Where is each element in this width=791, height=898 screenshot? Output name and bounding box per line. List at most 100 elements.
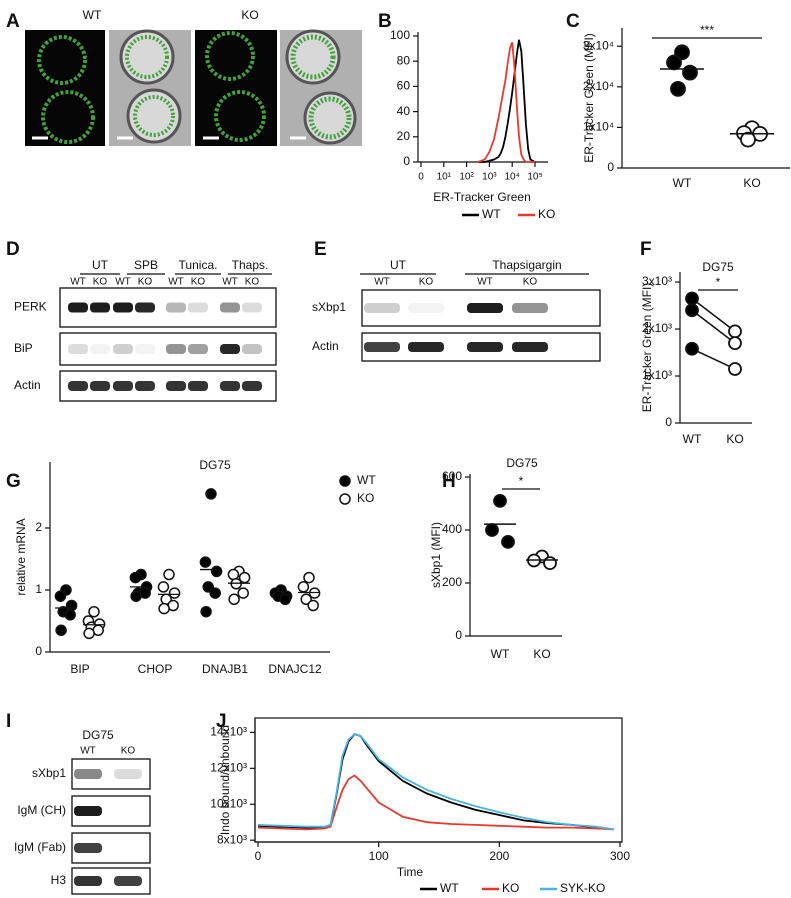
y-tick-label: 0 <box>455 628 462 642</box>
condition-label: UT <box>390 258 407 272</box>
lane-label: KO <box>121 746 136 757</box>
condition-label: Tunica. <box>179 258 218 272</box>
blot-title: DG75 <box>82 728 114 742</box>
y-tick-label: 1x10³ <box>642 368 672 382</box>
data-point <box>740 131 756 148</box>
x-tick-label: 10⁵ <box>527 172 542 183</box>
condition-label: SPB <box>134 258 158 272</box>
y-axis-label: ER-Tracker Green (MFI) <box>640 283 654 413</box>
lane-label: KO <box>245 277 260 288</box>
x-tick-label: 10³ <box>482 172 497 183</box>
x-tick-label: 10² <box>459 172 474 183</box>
y-tick-label: 0 <box>403 154 410 168</box>
chart-title: DG75 <box>506 456 538 470</box>
data-point <box>728 324 742 339</box>
x-tick-label: KO <box>533 647 550 661</box>
y-tick-label: 1 <box>35 582 42 596</box>
x-tick-label: 100 <box>369 849 389 863</box>
cell <box>308 96 352 140</box>
panel-letter: F <box>640 239 652 260</box>
x-axis-label: ER-Tracker Green <box>433 190 531 204</box>
data-point <box>685 303 699 318</box>
lane-label: KO <box>138 277 153 288</box>
data-point <box>485 523 499 537</box>
data-point <box>685 291 699 306</box>
data-point <box>307 599 319 612</box>
band <box>512 303 548 313</box>
cell <box>205 31 255 81</box>
band <box>467 342 503 352</box>
data-point <box>237 587 249 599</box>
panel-letter: G <box>6 471 21 492</box>
row-label: Actin <box>312 339 339 353</box>
data-point <box>501 535 515 549</box>
x-tick-label: WT <box>491 647 510 661</box>
cell <box>37 35 87 85</box>
band <box>467 303 503 313</box>
band <box>242 302 262 313</box>
row-label: sXbp1 <box>312 300 346 314</box>
band <box>188 344 208 354</box>
band <box>74 843 102 853</box>
x-tick-label: KO <box>743 176 760 190</box>
cell <box>290 34 336 80</box>
data-point <box>209 587 221 599</box>
lane-label: WT <box>374 277 390 288</box>
pair-connector <box>691 348 736 370</box>
lane-label: KO <box>93 277 108 288</box>
y-tick-label: 2x10⁴ <box>583 79 614 93</box>
cell <box>214 90 266 142</box>
lane-label: WT <box>477 277 493 288</box>
panel-letter: J <box>216 711 227 732</box>
cell <box>133 95 175 137</box>
y-tick-label: 8x10³ <box>217 832 247 846</box>
band <box>242 381 262 391</box>
data-point <box>300 593 312 606</box>
y-tick-label: 0 <box>35 644 42 658</box>
y-axis-label: relative mRNA <box>14 518 28 595</box>
data-point <box>55 624 67 637</box>
panel-letter: C <box>566 11 580 32</box>
series-line <box>478 39 536 163</box>
data-point <box>682 64 698 81</box>
y-tick-label: 200 <box>442 575 462 589</box>
x-tick-label: CHOP <box>138 662 173 676</box>
band <box>364 303 400 313</box>
data-point <box>666 54 682 71</box>
y-tick-label: 0 <box>665 415 672 429</box>
data-point <box>200 605 212 618</box>
row-label: PERK <box>14 300 47 314</box>
data-point <box>227 568 240 581</box>
legend-label: WT <box>482 207 501 221</box>
band <box>166 302 186 313</box>
row-label: IgM (Fab) <box>14 840 66 854</box>
data-point <box>674 44 690 61</box>
significance-label: *** <box>700 23 714 37</box>
y-tick-label: 2 <box>35 520 42 534</box>
panel-letter: H <box>442 471 456 492</box>
band <box>188 381 208 391</box>
band <box>114 876 142 886</box>
data-point <box>210 565 223 578</box>
panel-letter: A <box>6 11 20 32</box>
band <box>74 806 102 816</box>
x-axis-label: Time <box>397 865 424 879</box>
y-tick-label: 100 <box>390 28 410 42</box>
y-axis-label: Indo bound/unbound <box>218 725 232 835</box>
band <box>364 342 400 352</box>
data-point <box>303 571 315 584</box>
legend-swatch <box>339 493 351 505</box>
series-line <box>257 733 615 831</box>
data-point <box>493 493 507 508</box>
panel-letter: E <box>314 239 327 260</box>
band <box>113 344 133 354</box>
data-point <box>297 581 310 593</box>
y-tick-label: 20 <box>397 129 411 143</box>
band <box>135 344 155 354</box>
chart-title: DG75 <box>199 458 231 472</box>
data-point <box>543 556 557 571</box>
y-tick-label: 1x10⁴ <box>583 120 614 134</box>
band <box>74 876 102 886</box>
x-tick-label: 0 <box>418 172 424 183</box>
